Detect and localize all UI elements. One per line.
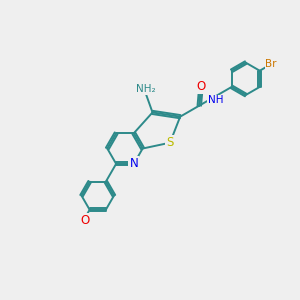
Text: NH₂: NH₂ <box>136 85 155 94</box>
Text: Br: Br <box>266 59 277 69</box>
Text: O: O <box>80 214 90 227</box>
Text: O: O <box>196 80 205 93</box>
Text: N: N <box>129 157 138 170</box>
Text: S: S <box>166 136 174 149</box>
Text: NH: NH <box>208 95 224 106</box>
